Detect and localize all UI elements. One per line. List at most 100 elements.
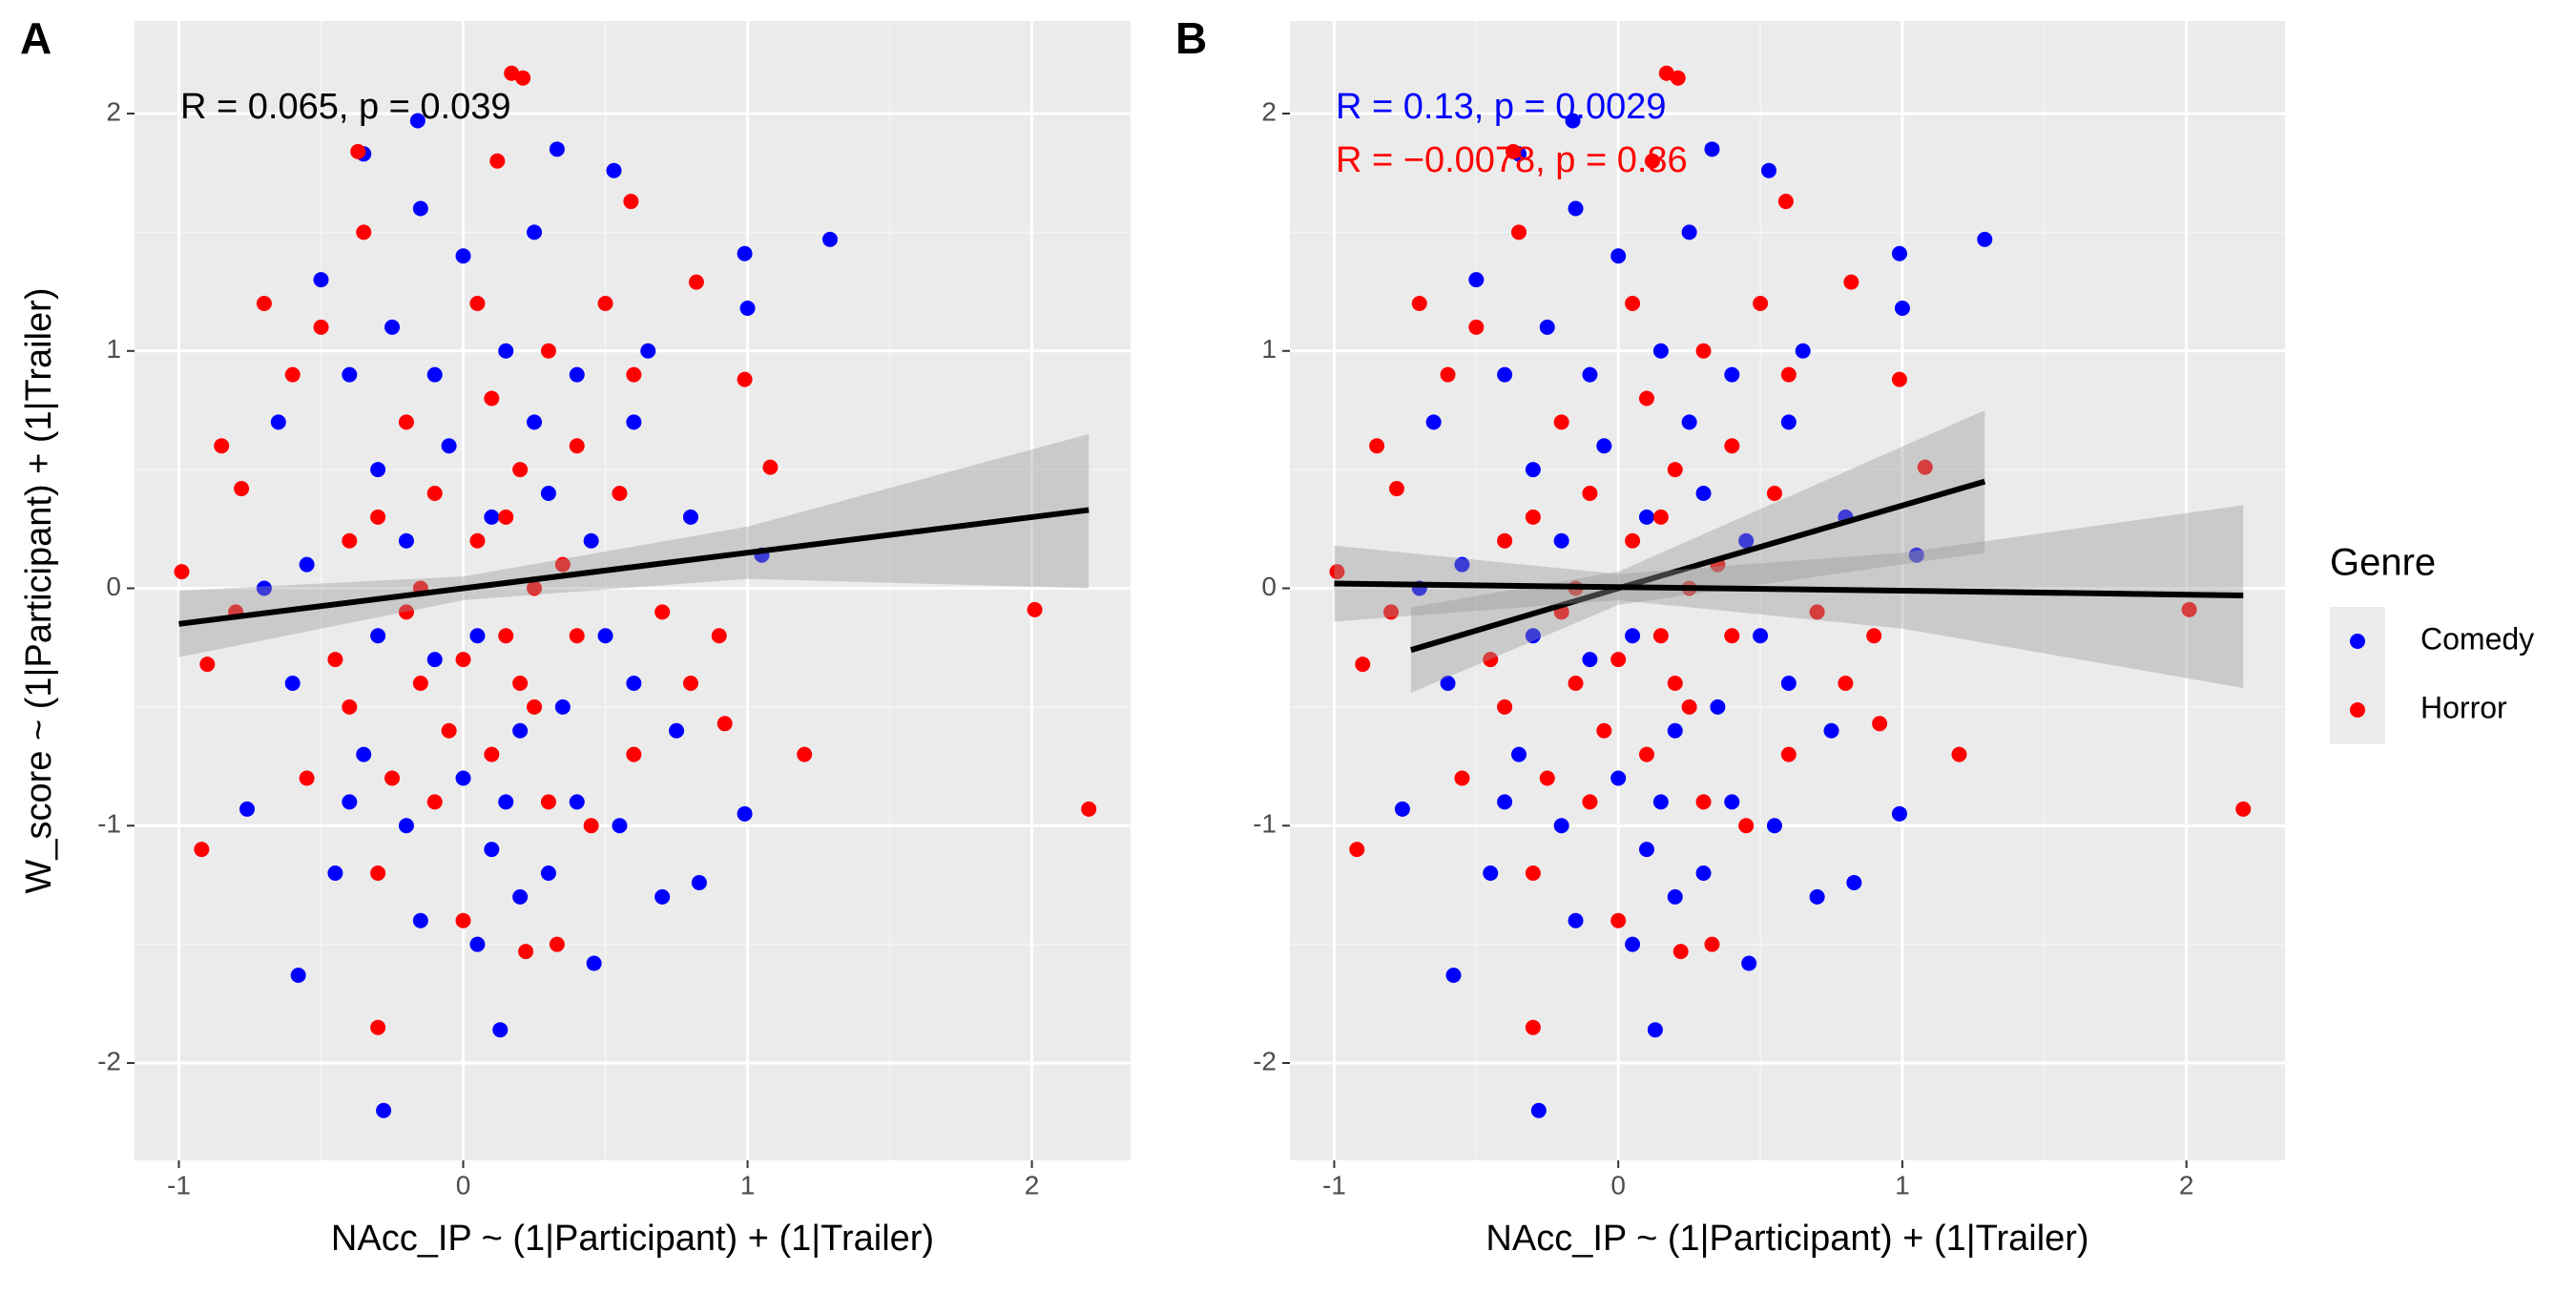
point bbox=[441, 438, 457, 454]
point bbox=[1652, 628, 1669, 644]
point bbox=[1695, 865, 1712, 882]
point bbox=[327, 652, 343, 668]
point bbox=[469, 296, 486, 312]
point bbox=[234, 481, 250, 497]
point bbox=[669, 722, 685, 739]
point bbox=[654, 604, 671, 620]
point bbox=[1610, 248, 1627, 264]
point bbox=[290, 967, 306, 983]
point bbox=[1497, 532, 1513, 549]
point bbox=[239, 801, 256, 817]
point bbox=[1724, 438, 1740, 454]
point bbox=[484, 842, 500, 858]
point bbox=[1027, 601, 1043, 617]
point bbox=[469, 532, 486, 549]
point bbox=[1872, 716, 1888, 732]
point bbox=[569, 438, 585, 454]
point bbox=[1568, 912, 1584, 928]
y-axis-title: W_score ~ (1|Participant) + (1|Trailer) bbox=[19, 288, 59, 894]
point bbox=[455, 770, 471, 786]
y-tick-label: -2 bbox=[1253, 1046, 1277, 1075]
point bbox=[1525, 628, 1541, 644]
point bbox=[342, 794, 358, 810]
point bbox=[342, 366, 358, 383]
point bbox=[737, 805, 753, 822]
point bbox=[441, 722, 457, 739]
y-tick-label: 0 bbox=[1261, 572, 1277, 601]
point bbox=[1647, 1022, 1663, 1038]
point bbox=[1483, 865, 1499, 882]
legend-title: Genre bbox=[2330, 542, 2436, 584]
point bbox=[284, 676, 301, 692]
point bbox=[717, 716, 733, 732]
point bbox=[1445, 967, 1462, 983]
annotation: R = −0.0078, p = 0.86 bbox=[1336, 140, 1688, 180]
point bbox=[484, 746, 500, 762]
point bbox=[174, 564, 190, 580]
point bbox=[498, 509, 514, 525]
point bbox=[1741, 955, 1757, 971]
point bbox=[455, 652, 471, 668]
point bbox=[512, 676, 529, 692]
point bbox=[1695, 343, 1712, 359]
point bbox=[569, 366, 585, 383]
point bbox=[1553, 532, 1569, 549]
point bbox=[384, 319, 401, 335]
point bbox=[313, 319, 329, 335]
point bbox=[540, 794, 556, 810]
point bbox=[1440, 366, 1456, 383]
point bbox=[409, 113, 426, 129]
point bbox=[469, 628, 486, 644]
point bbox=[194, 842, 210, 858]
point bbox=[1638, 390, 1654, 407]
point bbox=[1809, 604, 1825, 620]
point bbox=[1355, 657, 1371, 673]
point bbox=[1568, 676, 1584, 692]
point bbox=[1539, 770, 1555, 786]
confidence-band bbox=[1410, 409, 1985, 693]
point bbox=[1525, 865, 1541, 882]
point bbox=[1610, 652, 1627, 668]
y-tick-label: 2 bbox=[106, 96, 121, 126]
point bbox=[1652, 794, 1669, 810]
point bbox=[484, 390, 500, 407]
point bbox=[356, 224, 372, 240]
point bbox=[518, 944, 534, 960]
fit-line bbox=[178, 507, 1090, 627]
point bbox=[1369, 438, 1385, 454]
y-tick-label: 1 bbox=[1261, 334, 1277, 364]
point bbox=[691, 874, 707, 890]
point bbox=[1483, 652, 1499, 668]
point bbox=[284, 366, 301, 383]
point bbox=[1704, 936, 1720, 952]
point bbox=[512, 722, 529, 739]
y-tick-label: -1 bbox=[1253, 809, 1277, 839]
point bbox=[1667, 676, 1683, 692]
annotation: R = 0.13, p = 0.0029 bbox=[1336, 87, 1667, 127]
point bbox=[1553, 414, 1569, 430]
point bbox=[1681, 414, 1697, 430]
point bbox=[1681, 224, 1697, 240]
point bbox=[1638, 509, 1654, 525]
point bbox=[549, 936, 565, 952]
point bbox=[1582, 486, 1598, 502]
confidence-band bbox=[178, 433, 1090, 657]
point bbox=[2181, 601, 2197, 617]
point bbox=[455, 912, 471, 928]
y-tick-label: -2 bbox=[97, 1046, 121, 1075]
legend-symbol bbox=[2350, 634, 2365, 649]
point bbox=[1525, 1019, 1541, 1035]
point bbox=[398, 818, 414, 834]
point bbox=[606, 162, 622, 178]
point bbox=[370, 462, 386, 478]
point bbox=[426, 794, 443, 810]
point bbox=[640, 343, 656, 359]
point bbox=[682, 676, 698, 692]
point bbox=[1894, 300, 1910, 316]
point bbox=[384, 770, 401, 786]
point bbox=[1681, 699, 1697, 715]
point bbox=[527, 580, 543, 596]
point bbox=[623, 194, 639, 210]
point bbox=[370, 509, 386, 525]
point bbox=[597, 296, 613, 312]
